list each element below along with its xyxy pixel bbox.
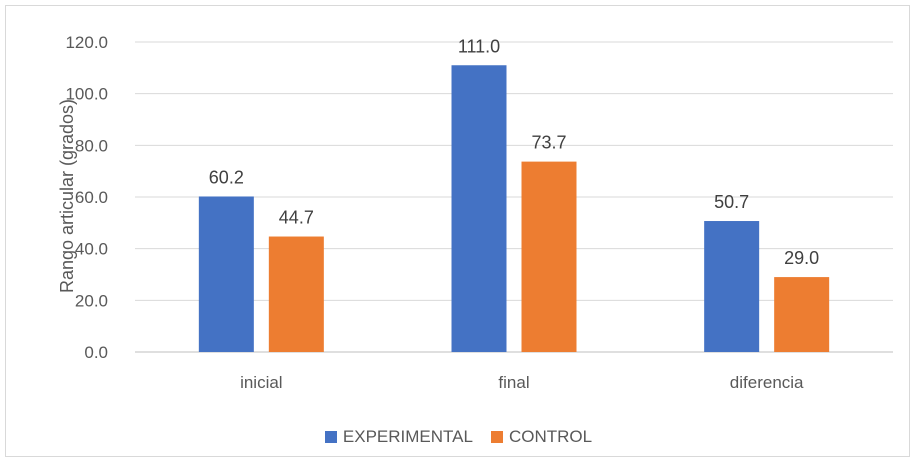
x-tick-label: final [498, 373, 529, 392]
data-label: 60.2 [209, 167, 244, 187]
y-axis-ticks: 0.0 20.0 40.0 60.0 80.0 100.0 120.0 [65, 33, 108, 362]
bar-experimental-diferencia [704, 221, 760, 352]
y-axis-label: Rango articular (grados) [57, 99, 77, 293]
x-axis-ticks: inicial final diferencia [240, 373, 804, 392]
legend-item-control: CONTROL [490, 427, 593, 447]
bar-control-final [521, 161, 577, 352]
legend-item-experimental: EXPERIMENTAL [324, 427, 473, 447]
bar-control-inicial [268, 236, 324, 352]
legend-label-experimental: EXPERIMENTAL [342, 427, 473, 446]
y-tick-label: 20.0 [75, 291, 108, 310]
legend: EXPERIMENTAL CONTROL [0, 427, 917, 447]
data-label: 50.7 [714, 192, 749, 212]
data-label: 29.0 [784, 248, 819, 268]
x-tick-label: diferencia [730, 373, 804, 392]
y-tick-label: 100.0 [65, 85, 108, 104]
y-tick-label: 120.0 [65, 33, 108, 52]
gridlines [135, 41, 893, 353]
y-tick-label: 40.0 [75, 240, 108, 259]
legend-swatch-experimental [324, 431, 337, 443]
y-tick-label: 60.0 [75, 188, 108, 207]
bar-control-diferencia [774, 277, 830, 352]
data-labels: 60.2 44.7 111.0 73.7 50.7 29.0 [209, 36, 819, 268]
data-label: 111.0 [458, 36, 500, 56]
x-tick-label: inicial [240, 373, 283, 392]
bar-experimental-inicial [198, 196, 254, 352]
bar-experimental-final [451, 65, 507, 352]
y-tick-label: 80.0 [75, 136, 108, 155]
legend-swatch-control [490, 431, 503, 443]
bars [198, 65, 830, 352]
data-label: 44.7 [279, 208, 314, 228]
y-tick-label: 0.0 [84, 343, 108, 362]
legend-label-control: CONTROL [508, 427, 593, 446]
data-label: 73.7 [531, 133, 566, 153]
